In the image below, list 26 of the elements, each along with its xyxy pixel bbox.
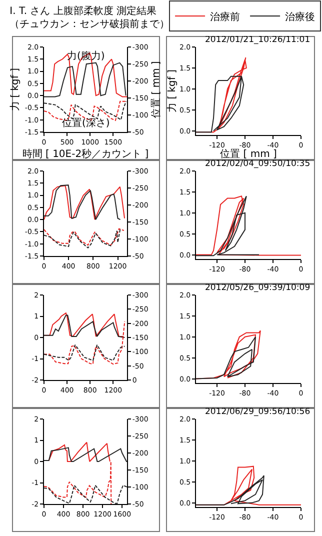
line-series <box>196 330 261 380</box>
annotation: 位置(深さ) <box>62 117 110 129</box>
y-axis-title: 力 [ kgf ] <box>166 69 178 112</box>
text: 2012/06/29_09:56/10:56 <box>205 407 310 417</box>
x-axis-title: 位置 [ mm ] <box>220 148 278 160</box>
text: 2012/01/21_10:26/11:01 <box>205 35 310 45</box>
legend-label: 治療後 <box>285 10 316 23</box>
line-series <box>196 76 244 133</box>
line-series <box>44 62 126 98</box>
legend-label: 治療前 <box>210 10 240 23</box>
text: 2012/05/26_09:39/10:09 <box>205 283 310 293</box>
line-series <box>44 52 127 98</box>
chart-title: I. T. さん 上腹部柔軟度 測定結果（チュウカン：センサ破損前まで） <box>10 5 170 30</box>
y-axis-title: 力 [ kgf ] <box>8 68 21 111</box>
line-series <box>44 228 121 248</box>
line-series <box>44 344 126 361</box>
x-axis-title: 時間 [ 10E-2秒／カウント ] <box>22 148 149 160</box>
line-series <box>196 196 260 256</box>
text: 2012/02/04_09:50/10:35 <box>205 159 310 169</box>
y2-axis-title: 位置 [ mm ] <box>150 60 162 118</box>
line-series <box>44 447 127 462</box>
line-series <box>44 228 124 246</box>
line-series <box>196 475 264 506</box>
line-series <box>44 461 112 504</box>
line-series <box>196 196 301 256</box>
line-series <box>196 336 256 380</box>
